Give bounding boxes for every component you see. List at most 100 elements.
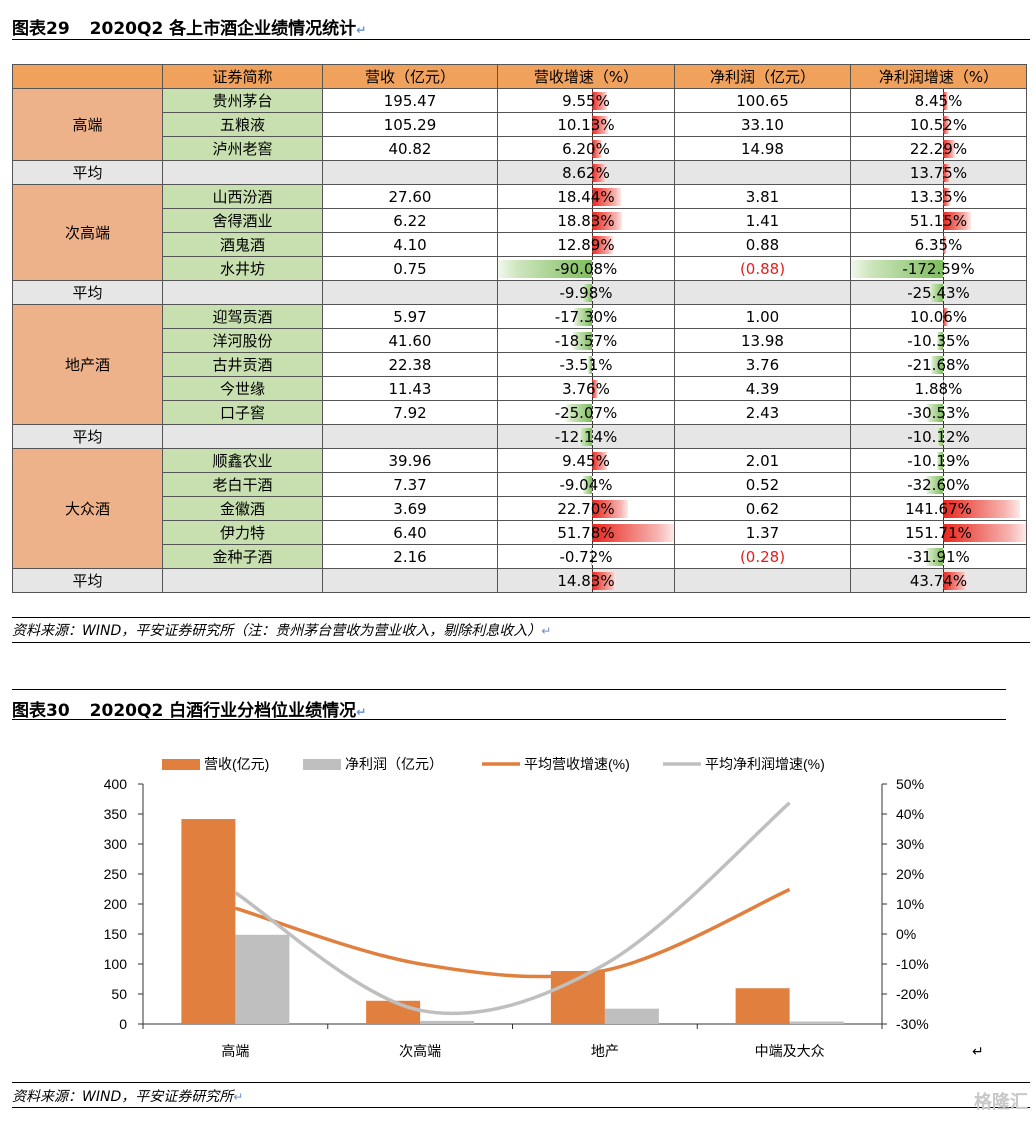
revenue-growth-cell-databar bbox=[592, 92, 608, 110]
right-tick-label: 40% bbox=[896, 806, 924, 822]
net-profit-cell: 0.52 bbox=[674, 472, 851, 497]
net-profit-growth-cell-value: -172.59% bbox=[902, 259, 975, 278]
net-profit-growth-cell: 51.15% bbox=[850, 208, 1027, 233]
fig30-number: 图表30 bbox=[12, 701, 70, 721]
net-profit-growth-cell-databar bbox=[931, 356, 943, 374]
right-tick-label: -30% bbox=[896, 1016, 929, 1032]
legend-label: 净利润（亿元） bbox=[345, 756, 443, 772]
revenue-growth-cell-axis bbox=[592, 113, 594, 136]
average-revenue-growth-cell: -12.14% bbox=[497, 424, 675, 449]
fig29-top-rule bbox=[12, 39, 1030, 40]
return-mark: ↵ bbox=[356, 705, 367, 719]
revenue-growth-cell: -9.04% bbox=[497, 472, 675, 497]
net-profit-growth-cell-value: 151.71% bbox=[905, 523, 972, 542]
bar-net-profit bbox=[604, 1008, 659, 1024]
fig30-title-rule bbox=[12, 719, 1006, 720]
revenue-growth-cell-databar bbox=[592, 140, 602, 158]
fig29-title: 图表29 2020Q2 各上市酒企业绩情况统计↵ bbox=[12, 14, 366, 39]
right-tick-label: 0% bbox=[896, 926, 916, 942]
revenue-growth-cell-value: -18.57% bbox=[554, 331, 618, 350]
net-profit-cell: 2.43 bbox=[674, 400, 851, 425]
net-profit-growth-cell-axis bbox=[942, 521, 944, 544]
net-profit-growth-cell-databar bbox=[942, 92, 948, 110]
table-row: 泸州老窖 40.82 6.20% 14.98 22.29% bbox=[13, 136, 1027, 161]
revenue-growth-cell: -90.08% bbox=[497, 256, 675, 281]
x-category-label: 中端及大众 bbox=[755, 1043, 825, 1059]
net-profit-growth-cell-value: 6.35% bbox=[914, 235, 963, 254]
revenue-growth-cell-axis bbox=[592, 137, 594, 160]
table-row: 大众酒 顺鑫农业 39.96 9.45% 2.01 -10.19% bbox=[12, 448, 1027, 569]
table-row: 洋河股份 41.60 -18.57% 13.98 -10.35% bbox=[13, 328, 1027, 353]
revenue-cell: 41.60 bbox=[322, 328, 498, 353]
fig29-source: 资料来源：WIND，平安证券研究所（注：贵州茅台营收为营业收入，剔除利息收入）↵ bbox=[12, 620, 551, 640]
revenue-growth-cell-value: 51.78% bbox=[557, 523, 615, 542]
revenue-growth-cell-axis bbox=[592, 329, 594, 352]
average-row: 平均 -12.14% -10.12% bbox=[12, 424, 1027, 449]
header-net-profit: 净利润（亿元） bbox=[674, 64, 851, 89]
left-tick-label: 300 bbox=[104, 836, 128, 852]
net-profit-cell: 2.01 bbox=[674, 448, 851, 473]
net-profit-growth-cell-databar bbox=[926, 404, 943, 422]
revenue-growth-cell: 9.45% bbox=[497, 448, 675, 473]
average-revenue-growth-cell-databar bbox=[592, 572, 616, 590]
x-category-label: 次高端 bbox=[399, 1043, 441, 1059]
fig30-source: 资料来源：WIND，平安证券研究所↵ bbox=[12, 1086, 243, 1106]
average-net-profit-growth-cell-databar bbox=[937, 428, 943, 446]
left-tick-label: 100 bbox=[104, 956, 128, 972]
revenue-cell: 27.60 bbox=[322, 184, 498, 209]
revenue-growth-cell-axis bbox=[592, 521, 594, 544]
revenue-growth-cell-databar bbox=[592, 500, 629, 518]
average-revenue-growth-cell-axis bbox=[592, 281, 594, 304]
table-row: 伊力特 6.40 51.78% 1.37 151.71% bbox=[13, 520, 1027, 545]
right-tick-label: -20% bbox=[896, 986, 929, 1002]
average-net-profit-growth-cell-databar bbox=[942, 572, 967, 590]
revenue-growth-cell-databar bbox=[592, 452, 608, 470]
stock-name: 山西汾酒 bbox=[162, 184, 323, 209]
stock-name: 迎驾贡酒 bbox=[162, 304, 323, 329]
revenue-growth-cell-axis bbox=[592, 209, 594, 232]
revenue-growth-cell-value: 6.20% bbox=[562, 139, 610, 158]
average-revenue-growth-cell-value: -12.14% bbox=[554, 427, 618, 446]
revenue-growth-cell: -17.30% bbox=[497, 304, 675, 329]
line-avg-revenue-growth bbox=[234, 887, 791, 979]
revenue-growth-cell-value: 10.13% bbox=[557, 115, 615, 134]
revenue-growth-cell-databar bbox=[498, 260, 593, 278]
net-profit-growth-cell-axis bbox=[942, 305, 944, 328]
stock-name: 口子窖 bbox=[162, 400, 323, 425]
net-profit-growth-cell-databar bbox=[942, 116, 949, 134]
table-row: 五粮液 105.29 10.13% 33.10 10.52% bbox=[13, 112, 1027, 137]
stock-name: 水井坊 bbox=[162, 256, 323, 281]
revenue-growth-cell: -25.07% bbox=[497, 400, 675, 425]
stock-name: 泸州老窖 bbox=[162, 136, 323, 161]
stock-name: 古井贡酒 bbox=[162, 352, 323, 377]
net-profit-growth-cell: -21.68% bbox=[850, 352, 1027, 377]
average-net-profit-growth-cell-databar bbox=[942, 164, 951, 182]
right-tick-label: 30% bbox=[896, 836, 924, 852]
net-profit-growth-cell: 13.35% bbox=[850, 184, 1027, 209]
net-profit-growth-cell-axis bbox=[942, 209, 944, 232]
header-net-profit-growth: 净利润增速（%） bbox=[850, 64, 1027, 89]
revenue-growth-cell-value: 12.89% bbox=[557, 235, 615, 254]
net-profit-growth-cell-axis bbox=[942, 377, 944, 400]
return-mark: ↵ bbox=[233, 1090, 244, 1104]
revenue-growth-cell-value: -90.08% bbox=[554, 259, 618, 278]
fig30-top-rule bbox=[12, 689, 1006, 690]
revenue-cell: 11.43 bbox=[322, 376, 498, 401]
net-profit-growth-cell-databar bbox=[942, 212, 971, 230]
revenue-cell: 7.37 bbox=[322, 472, 498, 497]
net-profit-growth-cell-value: 22.29% bbox=[909, 139, 968, 158]
left-tick-label: 150 bbox=[104, 926, 128, 942]
header-blank bbox=[12, 64, 163, 89]
fig30-bottom-rule bbox=[12, 1082, 1030, 1083]
net-profit-growth-cell: 1.88% bbox=[850, 376, 1027, 401]
revenue-growth-cell-databar bbox=[592, 116, 609, 134]
revenue-cell: 39.96 bbox=[322, 448, 498, 473]
net-profit-cell: 1.41 bbox=[674, 208, 851, 233]
table-row: 水井坊 0.75 -90.08% (0.88) -172.59% bbox=[13, 256, 1027, 281]
net-profit-growth-cell-axis bbox=[942, 401, 944, 424]
stock-name: 五粮液 bbox=[162, 112, 323, 137]
net-profit-cell: 4.39 bbox=[674, 376, 851, 401]
average-revenue-blank bbox=[322, 568, 498, 593]
legend-swatch bbox=[303, 759, 341, 770]
stock-name: 舍得酒业 bbox=[162, 208, 323, 233]
